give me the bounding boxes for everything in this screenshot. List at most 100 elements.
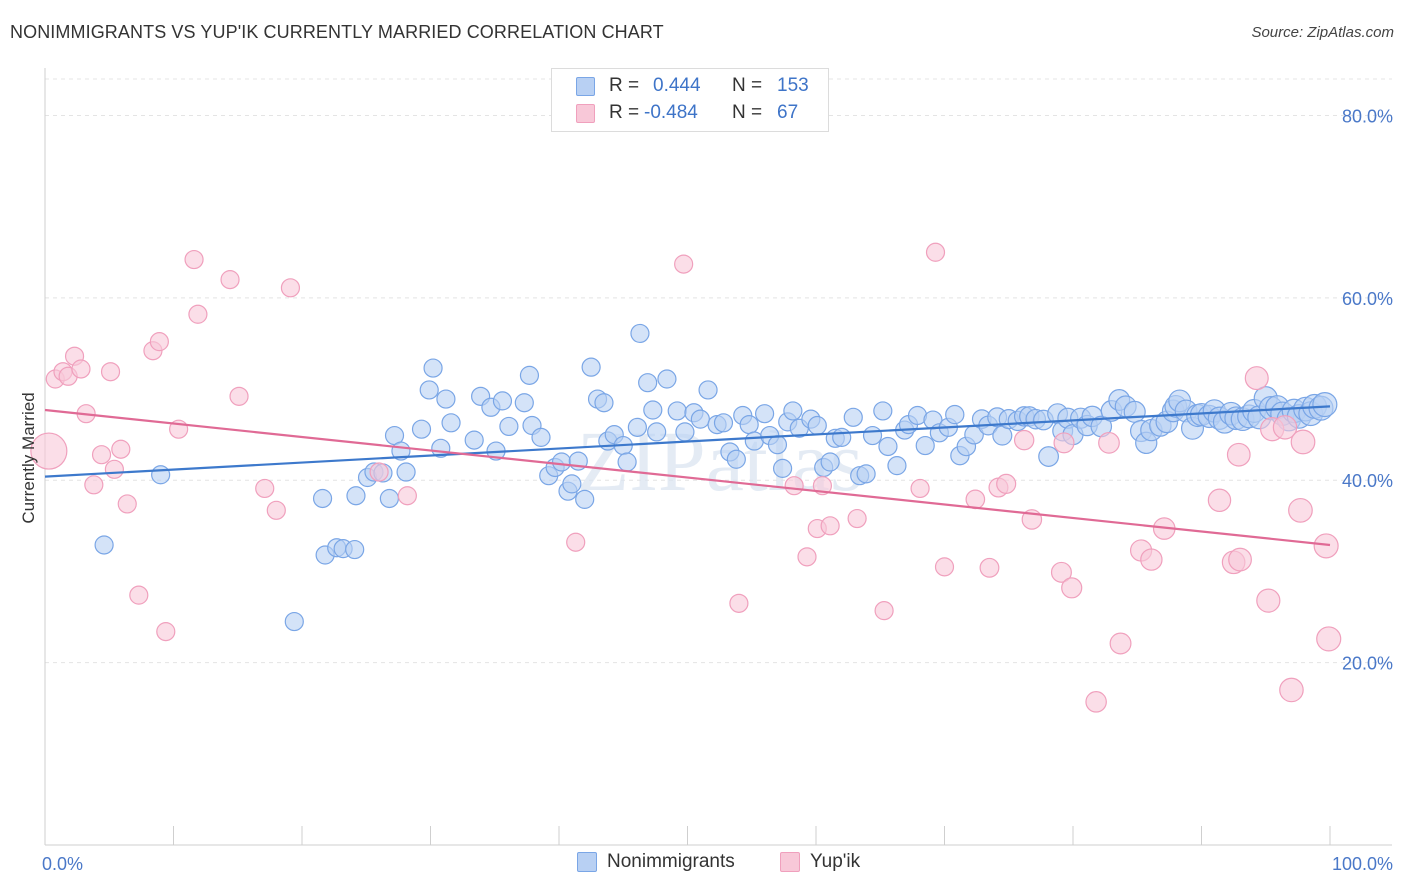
point-nonimmigrants (464, 430, 484, 450)
point-yupik (369, 462, 389, 482)
point-nonimmigrants (575, 489, 595, 509)
point-nonimmigrants (783, 401, 803, 421)
point-nonimmigrants (284, 611, 304, 632)
x-tick-label: 0.0% (42, 854, 83, 874)
grid-lines (45, 78, 1392, 664)
legend-n-label: N = (732, 75, 763, 96)
point-yupik (729, 593, 749, 613)
legend-r-value: -0.484 (644, 102, 698, 123)
point-yupik (1313, 533, 1339, 559)
point-nonimmigrants (627, 417, 647, 437)
point-yupik (965, 489, 986, 510)
point-yupik (129, 585, 149, 605)
point-nonimmigrants (887, 456, 907, 476)
point-yupik (784, 476, 804, 496)
x-tick-label: 100.0% (1332, 854, 1393, 874)
point-yupik (117, 494, 137, 514)
point-yupik (1316, 626, 1342, 652)
y-axis-label: Currently Married (19, 392, 38, 523)
bottom-legend-label: Nonimmigrants (607, 851, 735, 872)
point-nonimmigrants (647, 422, 667, 442)
legend-n-value: 67 (777, 102, 799, 123)
y-tick-label: 40.0% (1342, 471, 1393, 491)
stats-legend: R = 0.444 N = 153 R = -0.484 N = 67 (551, 68, 829, 132)
point-yupik (184, 249, 204, 270)
point-yupik (1140, 548, 1163, 571)
point-nonimmigrants (667, 401, 687, 421)
point-yupik (397, 486, 417, 506)
point-yupik (1098, 431, 1120, 454)
point-yupik (220, 270, 240, 290)
legend-r-label: R = (609, 102, 640, 123)
point-yupik (1288, 497, 1313, 523)
point-nonimmigrants (411, 419, 432, 439)
point-nonimmigrants (739, 415, 759, 435)
point-nonimmigrants (856, 464, 876, 484)
point-nonimmigrants (617, 452, 637, 472)
point-yupik (934, 557, 955, 577)
point-nonimmigrants (419, 380, 439, 400)
point-yupik (1053, 432, 1075, 454)
legend-n-label: N = (732, 102, 763, 123)
legend-r-value: 0.444 (653, 75, 701, 96)
point-yupik (91, 445, 112, 465)
point-yupik (979, 557, 1000, 578)
point-yupik (674, 254, 694, 274)
point-yupik (566, 532, 586, 552)
point-nonimmigrants (754, 404, 775, 424)
tick-labels: 20.0% 40.0% 60.0% 80.0% 0.0% 100.0% (42, 106, 1393, 874)
point-yupik (1226, 442, 1251, 467)
point-nonimmigrants (713, 413, 734, 433)
legend-r-label: R = (609, 75, 640, 96)
point-yupik (1290, 429, 1316, 455)
point-nonimmigrants (873, 401, 893, 421)
point-yupik (1109, 632, 1132, 655)
point-nonimmigrants (945, 404, 965, 425)
point-nonimmigrants (492, 391, 513, 411)
point-nonimmigrants (767, 435, 788, 455)
point-yupik (1272, 415, 1298, 440)
point-nonimmigrants (499, 416, 519, 437)
point-nonimmigrants (346, 486, 366, 506)
point-nonimmigrants (832, 427, 852, 447)
trend-line-nonimmigrants (44, 405, 1331, 478)
point-yupik (1256, 588, 1281, 613)
bottom-legend-nonimmigrants: Nonimmigrants (577, 851, 735, 873)
point-yupik (30, 432, 68, 470)
y-tick-label: 20.0% (1342, 654, 1393, 674)
legend-swatch-pink (576, 103, 595, 123)
point-yupik (925, 242, 946, 262)
point-yupik (1085, 691, 1107, 713)
point-yupik (820, 516, 840, 536)
point-yupik (874, 601, 894, 621)
point-yupik (188, 304, 208, 324)
point-yupik (1050, 561, 1072, 583)
source-label: Source: ZipAtlas.com (1251, 24, 1394, 41)
trend-line-yupik (44, 408, 1331, 547)
point-nonimmigrants (94, 535, 114, 555)
point-yupik (266, 500, 286, 520)
legend-row-nonimmigrants: R = 0.444 N = 153 (552, 73, 828, 99)
point-yupik (104, 459, 124, 479)
point-nonimmigrants (820, 452, 840, 472)
point-yupik (280, 278, 301, 298)
point-nonimmigrants (441, 413, 461, 433)
point-nonimmigrants (690, 409, 710, 429)
y-tick-label: 60.0% (1342, 289, 1393, 309)
point-yupik (910, 478, 930, 499)
point-nonimmigrants (531, 427, 551, 447)
point-yupik (797, 547, 817, 567)
point-nonimmigrants (151, 465, 171, 485)
point-nonimmigrants (698, 380, 718, 400)
legend-n-value: 153 (777, 75, 809, 96)
chart-title: NONIMMIGRANTS VS YUP'IK CURRENTLY MARRIE… (10, 22, 664, 42)
point-yupik (1207, 488, 1232, 513)
point-nonimmigrants (643, 400, 663, 420)
legend-row-yupik: R = -0.484 N = 67 (552, 100, 828, 126)
bottom-legend-label: Yup'ik (810, 851, 861, 872)
point-nonimmigrants (379, 488, 399, 509)
trend-lines (44, 405, 1331, 547)
point-yupik (71, 359, 91, 379)
bottom-legend-yupik: Yup'ik (780, 851, 860, 873)
